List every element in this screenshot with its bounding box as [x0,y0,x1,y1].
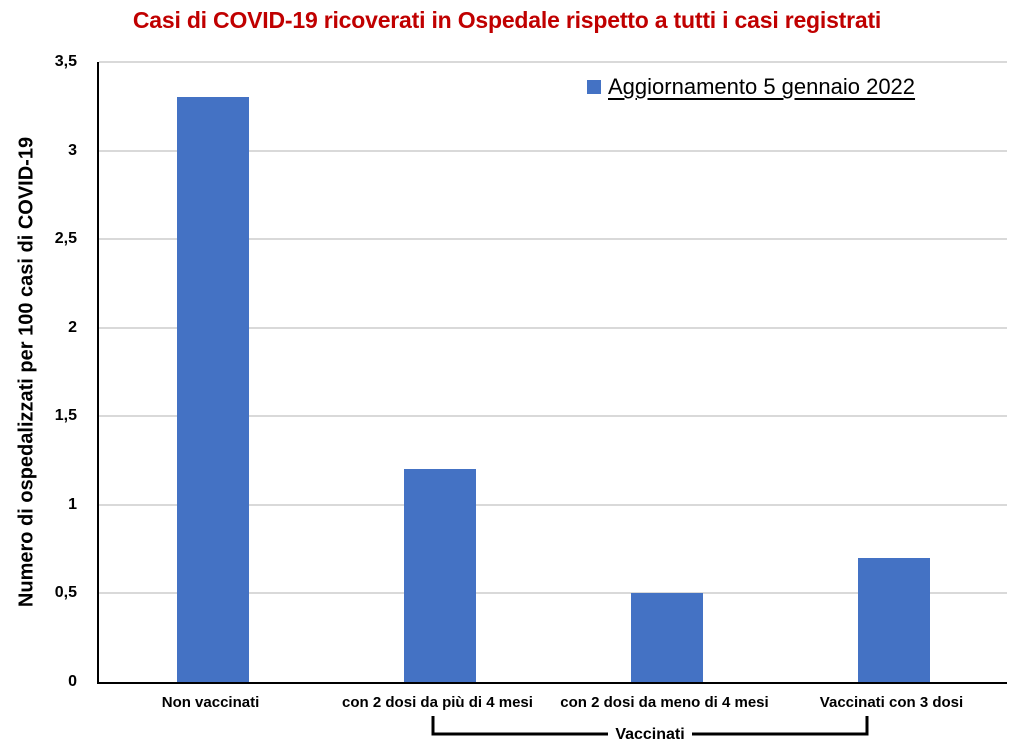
y-tick-label: 1 [68,495,77,513]
bracket-label: Vaccinati [615,726,684,740]
bar [630,593,703,682]
legend-swatch-icon [587,80,601,94]
vaccinati-group-bracket: Vaccinati [431,716,869,740]
y-tick-label: 0,5 [54,584,77,602]
x-axis-labels: Non vaccinati con 2 dosi da più di 4 mesi… [97,694,1005,714]
y-tick-label: 2 [68,318,77,336]
gridline [99,61,1007,63]
x-category-label: con 2 dosi da più di 4 mesi [342,694,533,711]
y-tick-label: 3,5 [54,53,77,70]
gridline [99,238,1007,241]
legend: Aggiornamento 5 gennaio 2022 [587,74,915,100]
x-category-label: con 2 dosi da meno di 4 mesi [560,694,769,711]
gridline [99,149,1007,152]
y-axis-ticks: 0 0,5 1 1,5 2 2,5 3 3,5 [0,53,87,690]
bar [176,97,249,682]
y-tick-label: 2,5 [54,230,77,248]
legend-label: Aggiornamento 5 gennaio 2022 [608,74,916,99]
bar [403,469,476,682]
bracket-left-segment [431,716,608,736]
gridline [99,326,1007,329]
y-tick-label: 0 [68,673,77,690]
bracket-right-segment [692,716,869,736]
x-category-label: Vaccinati con 3 dosi [819,694,964,711]
chart-title: Casi di COVID-19 ricoverati in Ospedale … [132,7,882,33]
gridline [99,592,1007,595]
y-tick-label: 1,5 [54,407,77,425]
x-category-label: Non vaccinati [161,694,260,711]
gridline [99,503,1007,506]
bar [857,558,930,682]
plot-area [97,61,1007,684]
y-tick-label: 3 [68,141,77,159]
gridline [99,415,1007,418]
